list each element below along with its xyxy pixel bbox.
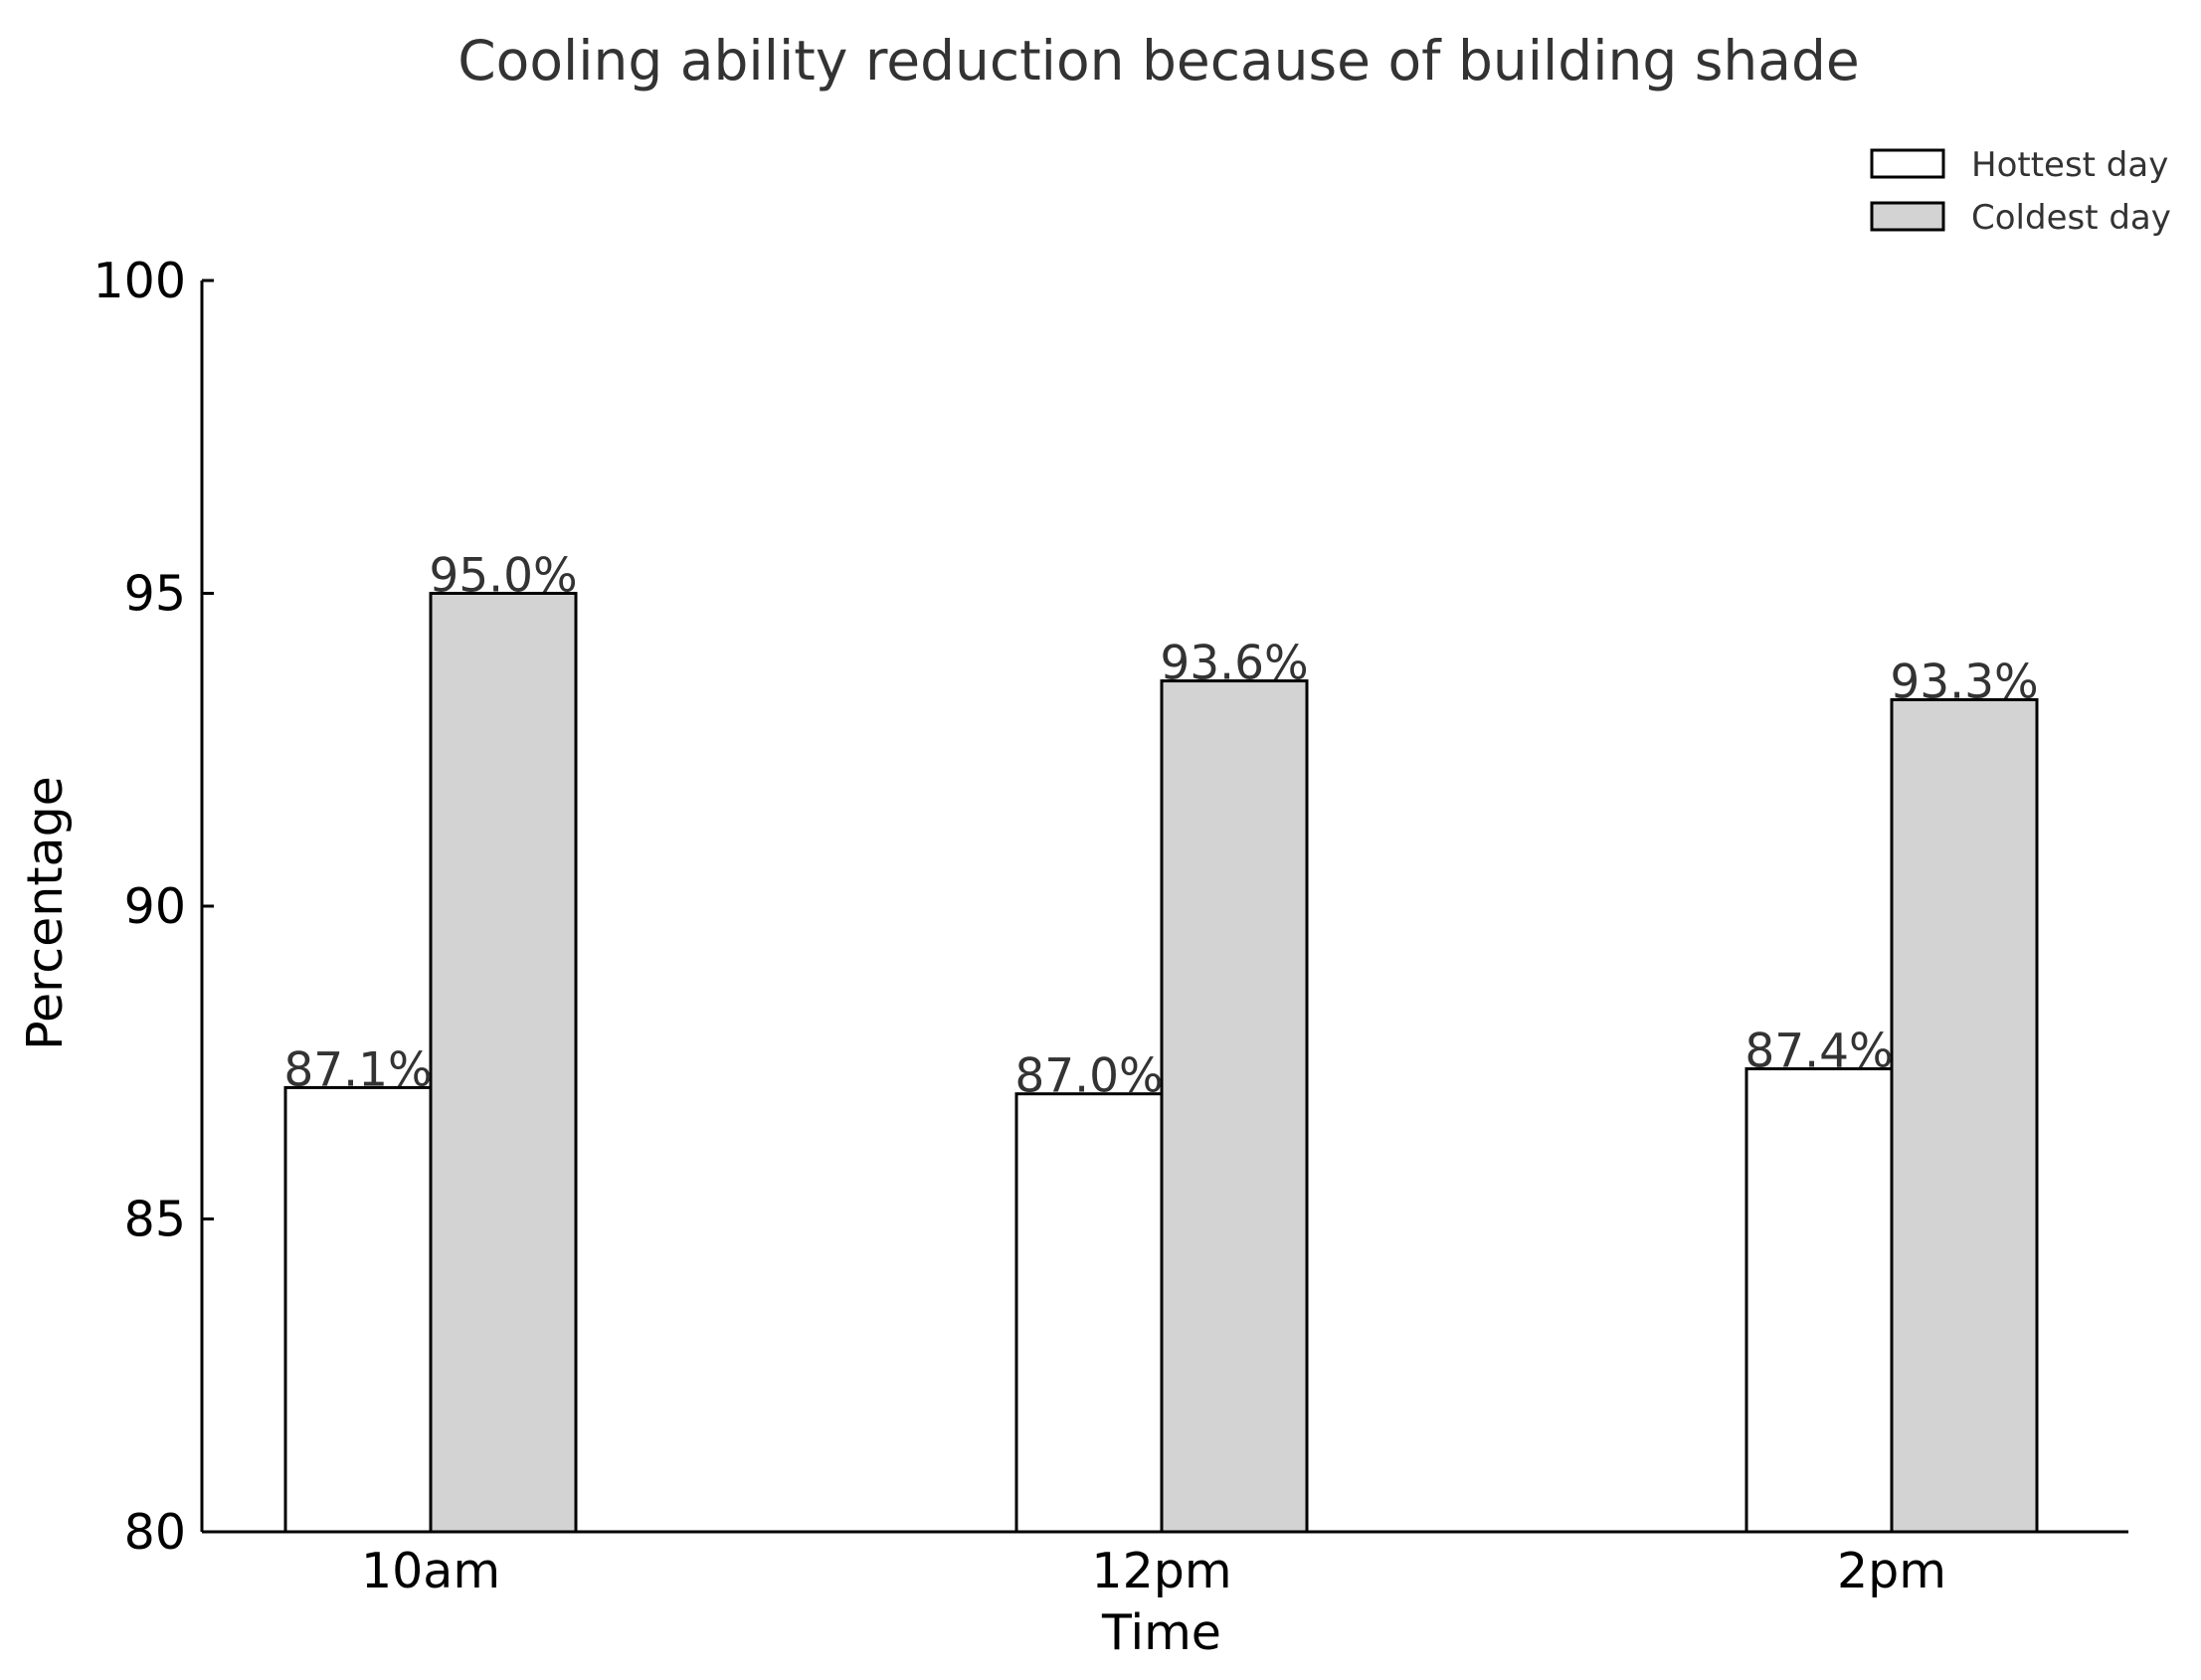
bar-label-coldest-day-10am: 95.0% bbox=[429, 549, 577, 604]
x-axis-label: Time bbox=[1101, 1604, 1221, 1661]
legend-swatch-hottest-day bbox=[1870, 148, 1945, 179]
legend-swatch-coldest-day bbox=[1870, 201, 1945, 232]
chart-title: Cooling ability reduction because of bui… bbox=[458, 29, 1859, 93]
bars-group bbox=[283, 592, 2039, 1534]
bar-coldest-day-12pm bbox=[1160, 679, 1309, 1534]
y-tick-label: 85 bbox=[124, 1192, 186, 1248]
x-tick-label-12pm: 12pm bbox=[1091, 1543, 1231, 1599]
bar-label-hottest-day-10am: 87.1% bbox=[283, 1042, 432, 1097]
y-tick-label: 80 bbox=[124, 1504, 186, 1561]
bar-hottest-day-10am bbox=[283, 1085, 433, 1534]
legend: Hottest day Coldest day bbox=[1870, 145, 2171, 238]
bar-label-coldest-day-12pm: 93.6% bbox=[1160, 637, 1308, 691]
bar-coldest-day-10am bbox=[429, 592, 578, 1534]
bar-hottest-day-12pm bbox=[1014, 1092, 1164, 1534]
x-tick-label-10am: 10am bbox=[361, 1543, 500, 1599]
x-ticks-group: 10am 12pm 2pm bbox=[361, 1520, 1946, 1599]
bar-label-coldest-day-2pm: 93.3% bbox=[1890, 654, 2038, 709]
y-ticks-group: 80 85 90 95 100 bbox=[92, 253, 214, 1561]
bar-coldest-day-2pm bbox=[1890, 697, 2039, 1534]
y-tick-label: 95 bbox=[124, 566, 186, 623]
x-tick-label-2pm: 2pm bbox=[1837, 1543, 1946, 1599]
bar-label-hottest-day-2pm: 87.4% bbox=[1744, 1025, 1893, 1079]
legend-label-hottest-day: Hottest day bbox=[1971, 145, 2168, 185]
bar-label-hottest-day-12pm: 87.0% bbox=[1014, 1049, 1163, 1104]
bar-labels-group: 87.1% 87.0% 87.4% 95.0% 93.6% 93.3% bbox=[283, 549, 2038, 1104]
y-tick-label: 100 bbox=[92, 253, 186, 309]
y-tick-label: 90 bbox=[124, 878, 186, 935]
bar-hottest-day-2pm bbox=[1744, 1067, 1894, 1534]
y-axis-label: Percentage bbox=[17, 776, 74, 1050]
legend-label-coldest-day: Coldest day bbox=[1971, 198, 2171, 238]
